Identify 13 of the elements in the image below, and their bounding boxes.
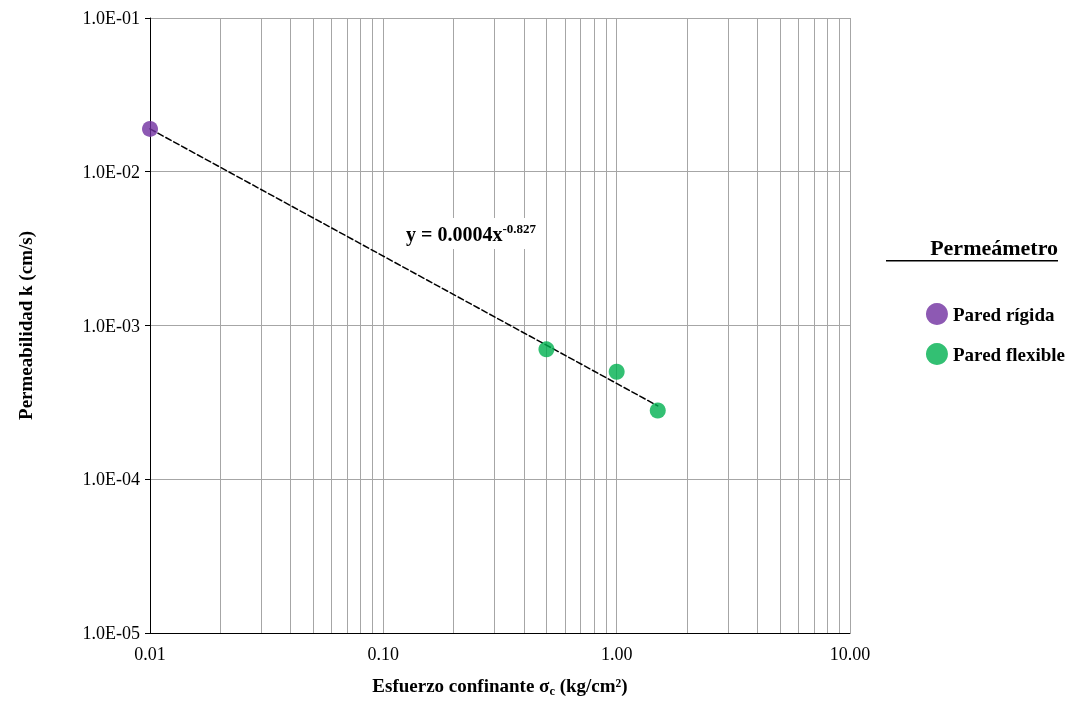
- y-tick-label: 1.0E-04: [82, 469, 140, 490]
- y-tick-label: 1.0E-03: [82, 315, 140, 336]
- x-tick-label: 0.10: [367, 644, 400, 664]
- y-axis-title: Permeabilidad k (cm/s): [15, 231, 37, 420]
- legend-label: Pared flexible: [952, 343, 1065, 365]
- y-tick-label: 1.0E-05: [82, 623, 140, 643]
- legend-title: Permeámetro: [930, 234, 1058, 260]
- x-tick-label: 10.00: [829, 644, 871, 664]
- y-tick-label: 1.0E-01: [82, 8, 140, 28]
- y-tick-label: 1.0E-02: [82, 161, 140, 182]
- x-tick-label: 1.00: [600, 644, 633, 664]
- x-tick-label: 0.01: [134, 644, 166, 664]
- legend-label: Pared rígida: [952, 303, 1055, 325]
